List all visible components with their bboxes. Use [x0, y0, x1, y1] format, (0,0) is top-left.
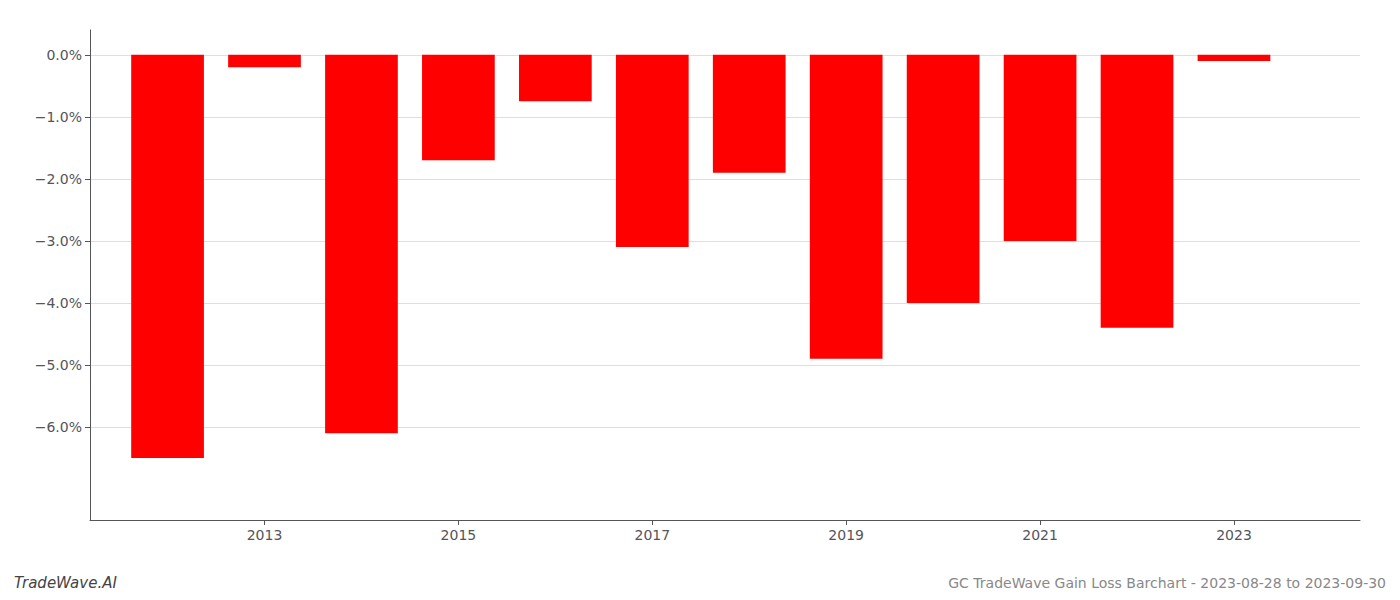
svg-text:TradeWave.AI: TradeWave.AI	[14, 574, 117, 592]
svg-text:2019: 2019	[828, 527, 864, 543]
svg-text:−6.0%: −6.0%	[35, 419, 82, 435]
svg-text:−2.0%: −2.0%	[35, 171, 82, 187]
svg-text:−4.0%: −4.0%	[35, 295, 82, 311]
svg-text:−1.0%: −1.0%	[35, 109, 82, 125]
svg-text:2013: 2013	[247, 527, 283, 543]
svg-text:2021: 2021	[1022, 527, 1058, 543]
svg-text:0.0%: 0.0%	[46, 47, 82, 63]
svg-text:2023: 2023	[1216, 527, 1252, 543]
svg-text:−3.0%: −3.0%	[35, 233, 82, 249]
svg-text:2015: 2015	[441, 527, 477, 543]
svg-text:GC TradeWave Gain Loss Barchar: GC TradeWave Gain Loss Barchart - 2023-0…	[948, 575, 1386, 591]
svg-text:2017: 2017	[634, 527, 670, 543]
svg-text:−5.0%: −5.0%	[35, 357, 82, 373]
